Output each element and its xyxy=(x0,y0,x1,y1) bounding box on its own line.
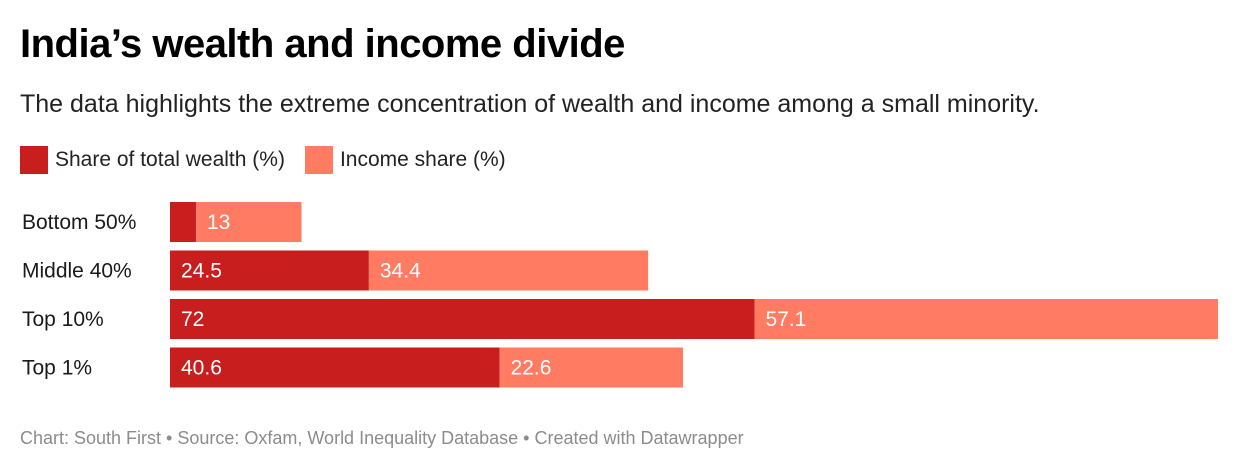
category-label: Top 10% xyxy=(22,308,104,331)
data-label: 34.4 xyxy=(380,260,421,283)
category-label: Top 1% xyxy=(22,357,92,380)
legend-label-wealth: Share of total wealth (%) xyxy=(55,148,285,171)
category-label: Middle 40% xyxy=(22,260,132,283)
chart-footer: Chart: South First • Source: Oxfam, Worl… xyxy=(20,428,744,448)
income-bar xyxy=(195,202,302,242)
data-label: 72 xyxy=(181,308,204,331)
category-label: Bottom 50% xyxy=(22,211,136,234)
data-label: 57.1 xyxy=(765,308,806,331)
income-bar xyxy=(499,347,684,388)
legend-swatch-income xyxy=(304,146,333,174)
wealth-bar xyxy=(170,202,196,242)
income-bar xyxy=(754,299,1218,339)
bar-chart: Bottom 50% 13 Middle 40% 24.5 34.4 Top 10% 72 5… xyxy=(22,202,1218,388)
legend-swatch-wealth xyxy=(20,146,48,174)
chart-subtitle: The data highlights the extreme concentr… xyxy=(20,90,1040,118)
data-label: 22.6 xyxy=(511,357,552,380)
income-bar xyxy=(368,250,649,291)
legend: Share of total wealth (%) Income share (… xyxy=(20,146,526,174)
data-label: 13 xyxy=(207,211,230,234)
legend-label-income: Income share (%) xyxy=(339,148,506,171)
data-label: 24.5 xyxy=(181,260,222,283)
legend-item-wealth: Share of total wealth (%) xyxy=(20,146,285,174)
legend-item-income: Income share (%) xyxy=(304,146,506,174)
wealth-bar xyxy=(170,250,369,291)
data-label: 40.6 xyxy=(181,357,222,380)
wealth-bar xyxy=(170,299,755,339)
chart-title: India’s wealth and income divide xyxy=(20,22,625,66)
wealth-bar xyxy=(170,347,500,388)
